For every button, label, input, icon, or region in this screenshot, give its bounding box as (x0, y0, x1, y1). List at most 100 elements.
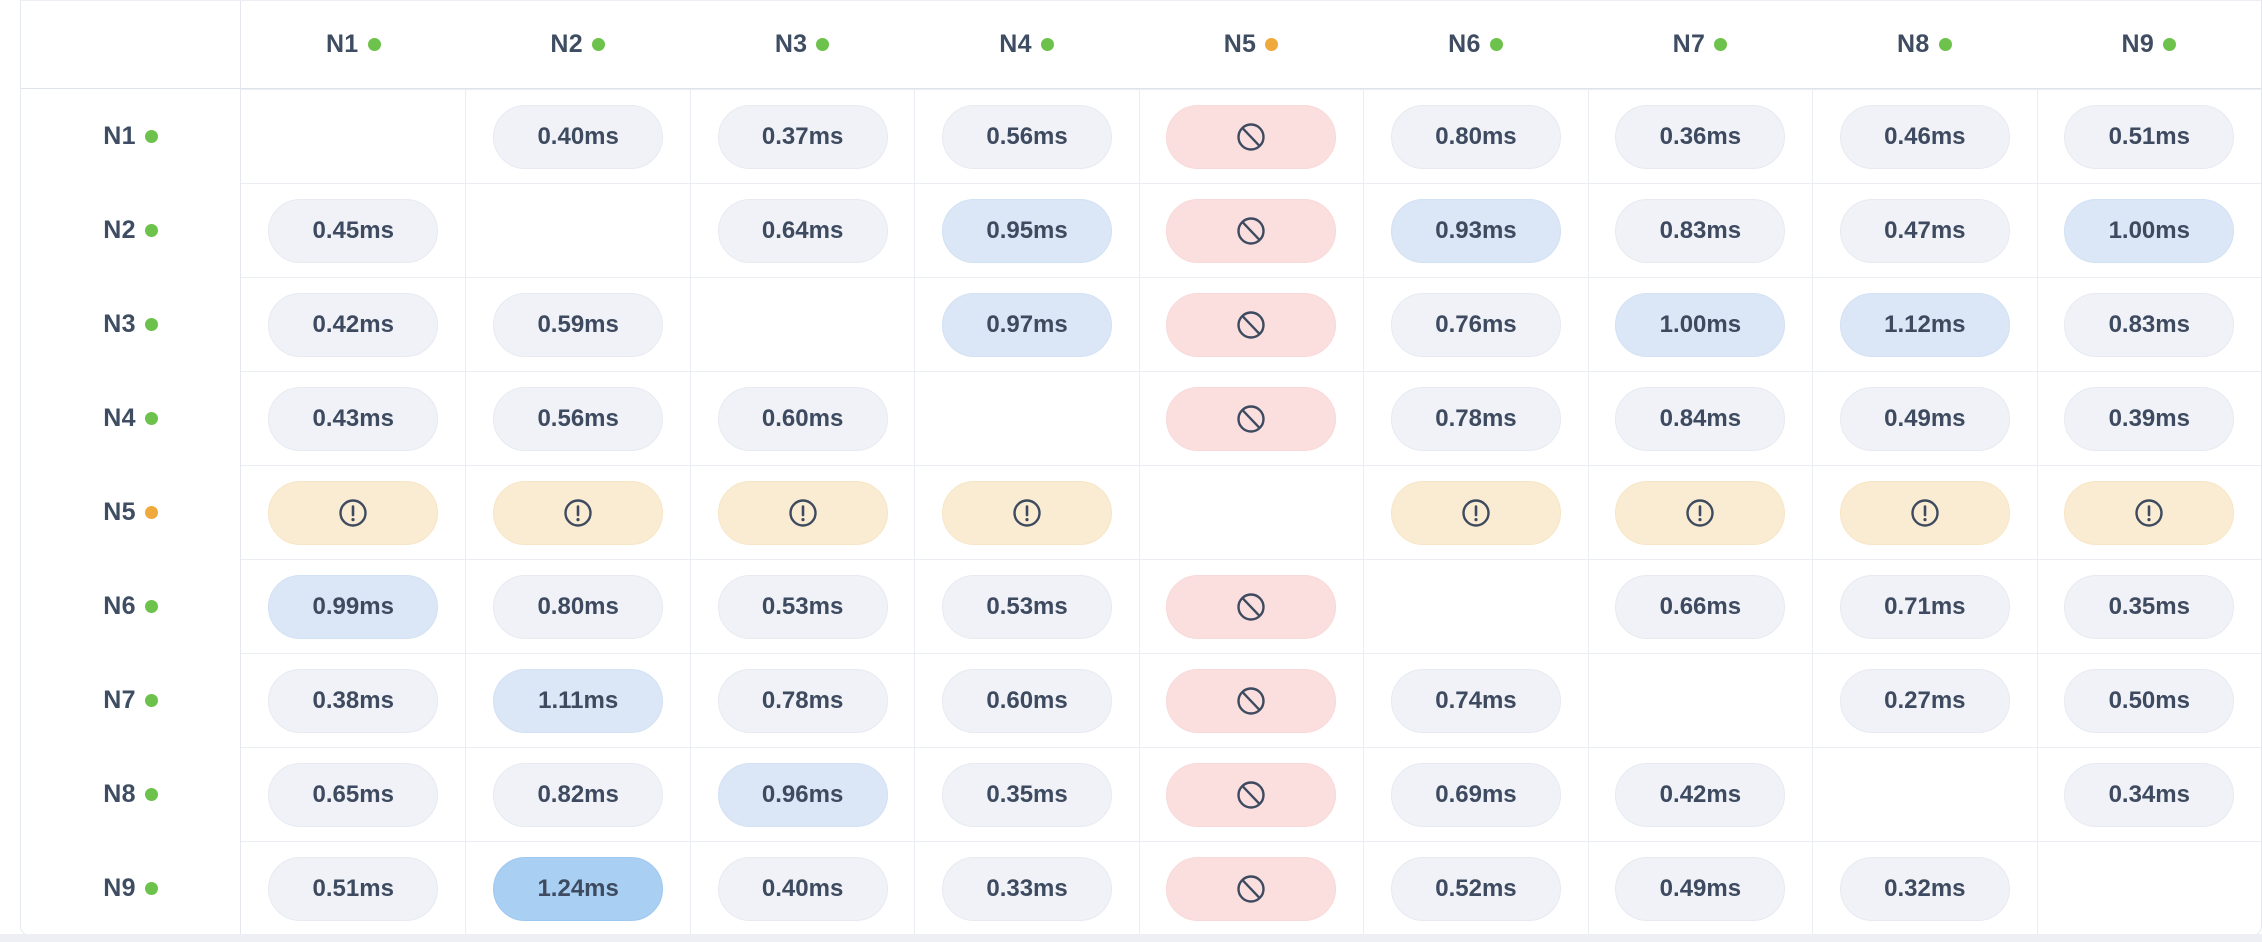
latency-pill[interactable]: 0.38ms (268, 668, 439, 733)
latency-pill[interactable]: 0.93ms (1390, 198, 1561, 263)
latency-pill[interactable]: 0.37ms (717, 104, 888, 169)
warning-pill[interactable] (268, 480, 439, 545)
latency-pill[interactable]: 0.60ms (717, 386, 888, 451)
cell-N3-N1: 0.42ms (241, 277, 466, 371)
blocked-pill[interactable] (1166, 856, 1337, 921)
warning-pill[interactable] (1390, 480, 1561, 545)
latency-pill[interactable]: 0.49ms (1615, 856, 1786, 921)
blocked-pill[interactable] (1166, 762, 1337, 827)
blocked-pill[interactable] (1166, 574, 1337, 639)
latency-pill[interactable]: 0.51ms (268, 856, 439, 921)
latency-pill[interactable]: 0.74ms (1390, 668, 1561, 733)
latency-pill[interactable]: 0.35ms (2064, 574, 2235, 639)
latency-pill[interactable]: 0.97ms (942, 292, 1113, 357)
warning-pill[interactable] (942, 480, 1113, 545)
cell-N5-N6 (1363, 465, 1588, 559)
latency-pill[interactable]: 0.71ms (1839, 574, 2010, 639)
latency-pill[interactable]: 0.95ms (942, 198, 1113, 263)
latency-pill[interactable]: 0.76ms (1390, 292, 1561, 357)
latency-pill[interactable]: 0.42ms (268, 292, 439, 357)
latency-pill[interactable]: 0.53ms (942, 574, 1113, 639)
latency-pill[interactable]: 0.51ms (2064, 104, 2235, 169)
cell-N3-N9: 0.83ms (2036, 277, 2261, 371)
status-dot-amber-icon (144, 505, 158, 519)
warning-pill[interactable] (1615, 480, 1786, 545)
latency-pill[interactable]: 0.64ms (717, 198, 888, 263)
cell-N7-N7 (1587, 653, 1813, 747)
latency-pill[interactable]: 0.53ms (717, 574, 888, 639)
status-dot-green-icon (144, 693, 158, 707)
blocked-pill[interactable] (1166, 104, 1337, 169)
latency-pill[interactable]: 0.32ms (1839, 856, 2010, 921)
latency-pill[interactable]: 0.39ms (2064, 386, 2235, 451)
latency-pill[interactable]: 0.80ms (1390, 104, 1561, 169)
latency-pill[interactable]: 0.69ms (1390, 762, 1561, 827)
latency-pill[interactable]: 0.83ms (2064, 292, 2235, 357)
latency-pill[interactable]: 1.24ms (493, 856, 664, 921)
latency-pill[interactable]: 0.40ms (493, 104, 664, 169)
latency-pill[interactable]: 0.34ms (2064, 762, 2235, 827)
latency-pill[interactable]: 0.80ms (493, 574, 664, 639)
latency-pill[interactable]: 0.35ms (942, 762, 1113, 827)
warning-pill[interactable] (717, 480, 888, 545)
latency-pill[interactable]: 0.33ms (942, 856, 1113, 921)
blocked-pill[interactable] (1166, 292, 1337, 357)
column-header-label-N5: N5 (1224, 30, 1279, 59)
latency-pill[interactable]: 0.78ms (1390, 386, 1561, 451)
cell-N1-N6: 0.80ms (1363, 89, 1588, 183)
latency-pill[interactable]: 0.40ms (717, 856, 888, 921)
alert-circle-icon (1462, 498, 1490, 527)
cell-N4-N8: 0.49ms (1812, 371, 2037, 465)
latency-pill[interactable]: 0.47ms (1839, 198, 2010, 263)
latency-pill[interactable]: 0.60ms (942, 668, 1113, 733)
row-header-N3: N3 (21, 277, 241, 371)
warning-pill[interactable] (1839, 480, 2010, 545)
warning-pill[interactable] (493, 480, 664, 545)
node-label: N9 (103, 873, 136, 902)
latency-pill[interactable]: 0.59ms (493, 292, 664, 357)
column-header-N2: N2 (465, 1, 690, 89)
cell-N4-N1: 0.43ms (241, 371, 466, 465)
latency-pill[interactable]: 0.78ms (717, 668, 888, 733)
latency-pill[interactable]: 1.11ms (493, 668, 664, 733)
alert-circle-icon (1911, 498, 1939, 527)
latency-pill[interactable]: 0.56ms (493, 386, 664, 451)
cell-N2-N1: 0.45ms (241, 183, 466, 277)
blocked-pill[interactable] (1166, 386, 1337, 451)
cell-N4-N5 (1138, 371, 1364, 465)
column-header-N7: N7 (1587, 1, 1813, 89)
latency-pill[interactable]: 1.00ms (1615, 292, 1786, 357)
latency-pill[interactable]: 0.49ms (1839, 386, 2010, 451)
cell-N5-N7 (1587, 465, 1813, 559)
latency-pill[interactable]: 0.84ms (1615, 386, 1786, 451)
latency-pill[interactable]: 0.83ms (1615, 198, 1786, 263)
column-header-label-N3: N3 (775, 30, 830, 59)
latency-pill[interactable]: 0.82ms (493, 762, 664, 827)
latency-pill[interactable]: 0.43ms (268, 386, 439, 451)
prohibited-icon (1237, 780, 1266, 809)
column-header-N6: N6 (1363, 1, 1588, 89)
latency-pill[interactable]: 0.52ms (1390, 856, 1561, 921)
warning-pill[interactable] (2064, 480, 2235, 545)
latency-pill[interactable]: 0.99ms (268, 574, 439, 639)
latency-pill[interactable]: 0.65ms (268, 762, 439, 827)
latency-pill[interactable]: 0.96ms (717, 762, 888, 827)
latency-pill[interactable]: 1.00ms (2064, 198, 2235, 263)
blocked-pill[interactable] (1166, 668, 1337, 733)
prohibited-icon (1237, 874, 1266, 903)
latency-pill[interactable]: 0.27ms (1839, 668, 2010, 733)
cell-N8-N7: 0.42ms (1587, 747, 1813, 841)
blocked-pill[interactable] (1166, 198, 1337, 263)
latency-matrix-card: N1 N2 N3 N4 N5 N6 N7 N8 N9 N1 0.40ms 0.37ms 0.56ms 0.… (20, 0, 2262, 936)
latency-pill[interactable]: 0.45ms (268, 198, 439, 263)
latency-pill[interactable]: 0.46ms (1839, 104, 2010, 169)
latency-pill[interactable]: 0.36ms (1615, 104, 1786, 169)
latency-pill[interactable]: 0.50ms (2064, 668, 2235, 733)
cell-N6-N3: 0.53ms (689, 559, 915, 653)
cell-N1-N2: 0.40ms (465, 89, 690, 183)
status-dot-green-icon (367, 38, 381, 51)
latency-pill[interactable]: 0.66ms (1615, 574, 1786, 639)
latency-pill[interactable]: 0.42ms (1615, 762, 1786, 827)
latency-pill[interactable]: 1.12ms (1839, 292, 2010, 357)
latency-pill[interactable]: 0.56ms (942, 104, 1113, 169)
